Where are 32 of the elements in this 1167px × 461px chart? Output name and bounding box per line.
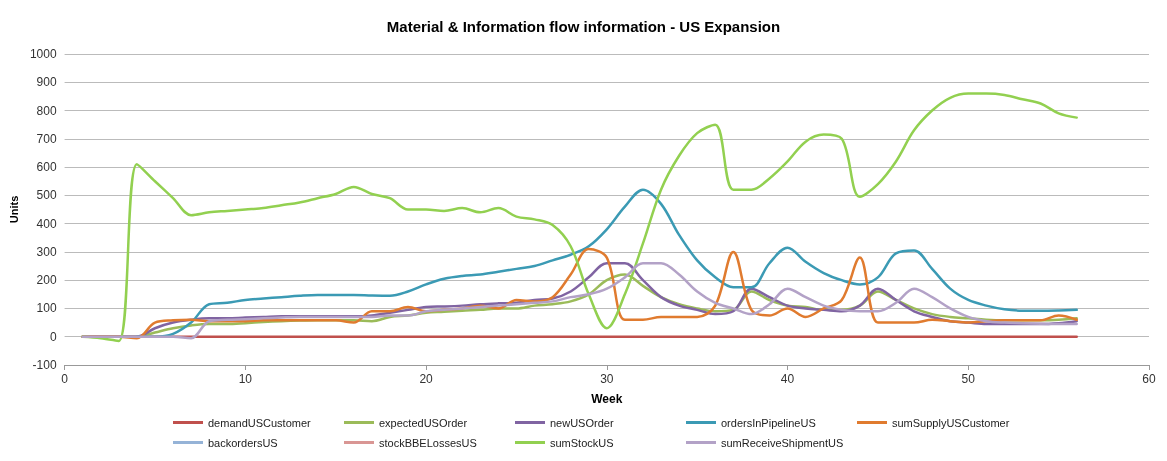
- y-tick-label: 100: [36, 301, 57, 316]
- y-tick-label: 400: [36, 216, 57, 231]
- x-tick-label: 40: [780, 372, 795, 386]
- y-tick-label: 1000: [29, 47, 57, 61]
- x-tick-label: 30: [600, 372, 614, 386]
- legend-label: demandUSCustomer: [208, 416, 312, 429]
- y-tick-label: 600: [36, 160, 57, 175]
- x-tick-label: 10: [238, 372, 253, 386]
- y-axis-title: Units: [7, 195, 20, 224]
- y-tick-label: 0: [49, 329, 57, 344]
- y-tick-label: 900: [36, 75, 57, 90]
- legend-label: ordersInPipelineUS: [721, 416, 816, 429]
- line-series: [81, 92, 1078, 343]
- x-tick-label: 60: [1142, 372, 1156, 386]
- legend-label: backordersUS: [208, 436, 278, 449]
- x-tick-label: 0: [61, 372, 69, 386]
- legend-label: stockBBELossesUS: [379, 436, 477, 449]
- x-axis-title: Week: [591, 392, 623, 406]
- legend-label: expectedUSOrder: [379, 416, 468, 429]
- x-tick-label: 20: [419, 372, 434, 386]
- y-tick-label: 700: [36, 131, 57, 146]
- y-tick-label: 200: [36, 273, 57, 288]
- chart-title: Material & Information flow information - US Expansion: [386, 18, 781, 35]
- legend-label: sumStockUS: [550, 436, 614, 449]
- legend-label: sumReceiveShipmentUS: [721, 436, 844, 449]
- legend-label: newUSOrder: [550, 416, 614, 429]
- y-tick-label: 500: [36, 188, 57, 203]
- y-tick-label: -100: [32, 358, 57, 372]
- y-tick-label: 300: [36, 244, 57, 259]
- y-tick-label: 800: [36, 103, 57, 118]
- legend-label: sumSupplyUSCustomer: [892, 416, 1010, 429]
- x-tick-label: 50: [961, 372, 976, 386]
